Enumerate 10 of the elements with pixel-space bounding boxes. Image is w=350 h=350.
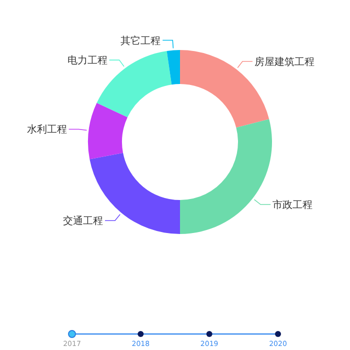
- slice-label: 水利工程: [26, 124, 67, 136]
- donut-slice: [88, 102, 128, 160]
- donut-slice: [96, 50, 172, 118]
- donut-slice: [180, 119, 272, 234]
- slice-label: 房屋建筑工程: [254, 56, 315, 68]
- slice-label: 电力工程: [67, 54, 108, 67]
- slice-label: 交通工程: [62, 215, 103, 228]
- slice-label: 市政工程: [272, 199, 313, 212]
- slice-label: 其它工程: [120, 34, 161, 47]
- donut-slice: [166, 50, 180, 85]
